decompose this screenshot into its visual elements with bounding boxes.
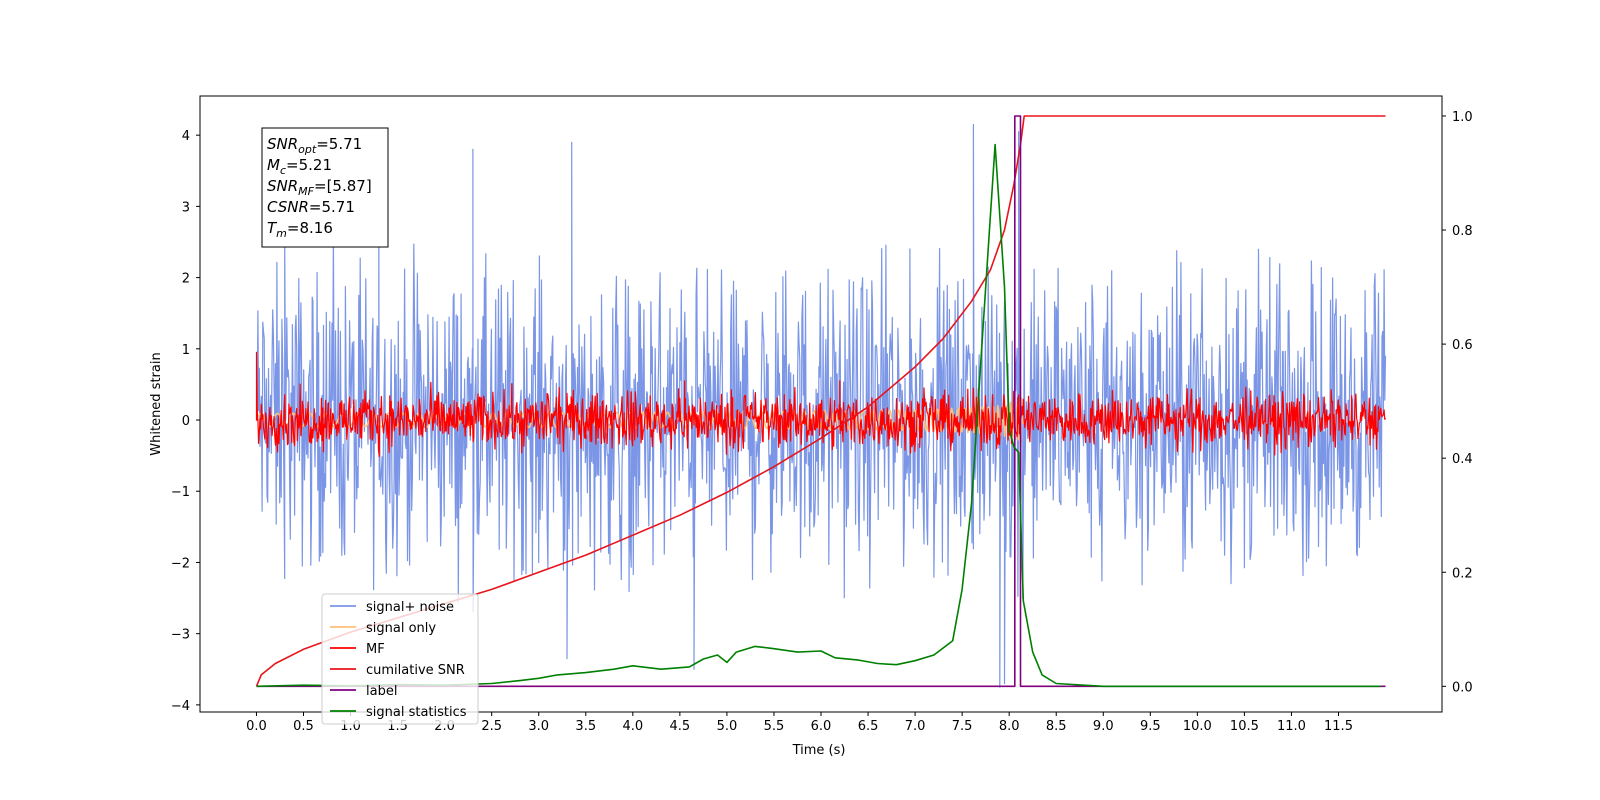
legend-label-mf: MF [366, 642, 385, 657]
legend-label-signal-noise: signal+ noise [366, 600, 454, 615]
x-tick-label: 11.0 [1277, 719, 1306, 734]
series-line-signal-statistics [256, 143, 1381, 688]
annotation-frame [261, 127, 389, 248]
x-tick-label: 11.5 [1324, 719, 1353, 734]
x-tick-label: 6.0 [811, 719, 832, 734]
series-line-signal-noise [255, 123, 1387, 688]
y2-tick-label: 0.0 [1452, 680, 1473, 695]
y-tick-label: 1 [182, 343, 190, 358]
y-tick-label: 0 [182, 414, 190, 429]
y-axis-title: Whitened strain [149, 352, 164, 455]
x-tick-label: 8.0 [999, 719, 1020, 734]
x-tick-label: 4.0 [622, 719, 643, 734]
x-tick-label: 5.0 [717, 719, 738, 734]
x-tick-label: 0.5 [293, 719, 314, 734]
x-tick-label: 9.0 [1093, 719, 1114, 734]
y-tick-label: −2 [171, 556, 190, 571]
annotation-line: SNRopt=5.71 [267, 135, 362, 156]
x-tick-label: 0.0 [246, 719, 267, 734]
y2-tick-label: 0.6 [1452, 338, 1473, 353]
y-tick-label: −4 [171, 699, 190, 714]
x-tick-label: 5.5 [764, 719, 785, 734]
annotation-line: CSNR=5.71 [267, 198, 355, 216]
x-tick-label: 3.0 [528, 719, 549, 734]
legend-label-cumilative-snr: cumilative SNR [366, 663, 465, 678]
legend: signal+ noise signal only MF cumilative SNR… [321, 593, 479, 725]
x-tick-label: 4.5 [670, 719, 691, 734]
legend-label-signal-statistics: signal statistics [366, 705, 467, 720]
y-tick-label: 2 [182, 272, 190, 287]
x-tick-label: 10.5 [1230, 719, 1259, 734]
y-tick-label: −3 [171, 628, 190, 643]
legend-label-label: label [366, 684, 397, 699]
annotation-line: Tm=8.16 [267, 219, 333, 240]
y-tick-label: 3 [182, 200, 190, 215]
series-line-mf [255, 351, 1387, 458]
y2-tick-label: 1.0 [1452, 110, 1473, 125]
x-tick-label: 3.5 [575, 719, 596, 734]
y2-tick-label: 0.4 [1452, 452, 1473, 467]
x-axis-title: Time (s) [792, 743, 846, 758]
x-tick-label: 8.5 [1046, 719, 1067, 734]
y-tick-label: −1 [171, 485, 190, 500]
y-axis-left: −4 −3 −2 −1 0 1 2 3 4 [171, 129, 200, 714]
x-tick-label: 7.5 [952, 719, 973, 734]
y2-tick-label: 0.2 [1452, 566, 1473, 581]
x-tick-label: 9.5 [1140, 719, 1161, 734]
annotation-line: Mc=5.21 [267, 156, 332, 177]
annotation-line: SNRMF=[5.87] [267, 177, 372, 198]
y-axis-right: 0.0 0.2 0.4 0.6 0.8 1.0 [1442, 110, 1473, 695]
x-tick-label: 7.0 [905, 719, 926, 734]
x-tick-label: 2.5 [481, 719, 502, 734]
y2-tick-label: 0.8 [1452, 224, 1473, 239]
x-tick-label: 10.0 [1183, 719, 1212, 734]
series-line-label [256, 115, 1386, 688]
y-tick-label: 4 [182, 129, 190, 144]
legend-frame [321, 593, 479, 725]
legend-label-signal-only: signal only [366, 621, 436, 636]
x-tick-label: 6.5 [858, 719, 879, 734]
